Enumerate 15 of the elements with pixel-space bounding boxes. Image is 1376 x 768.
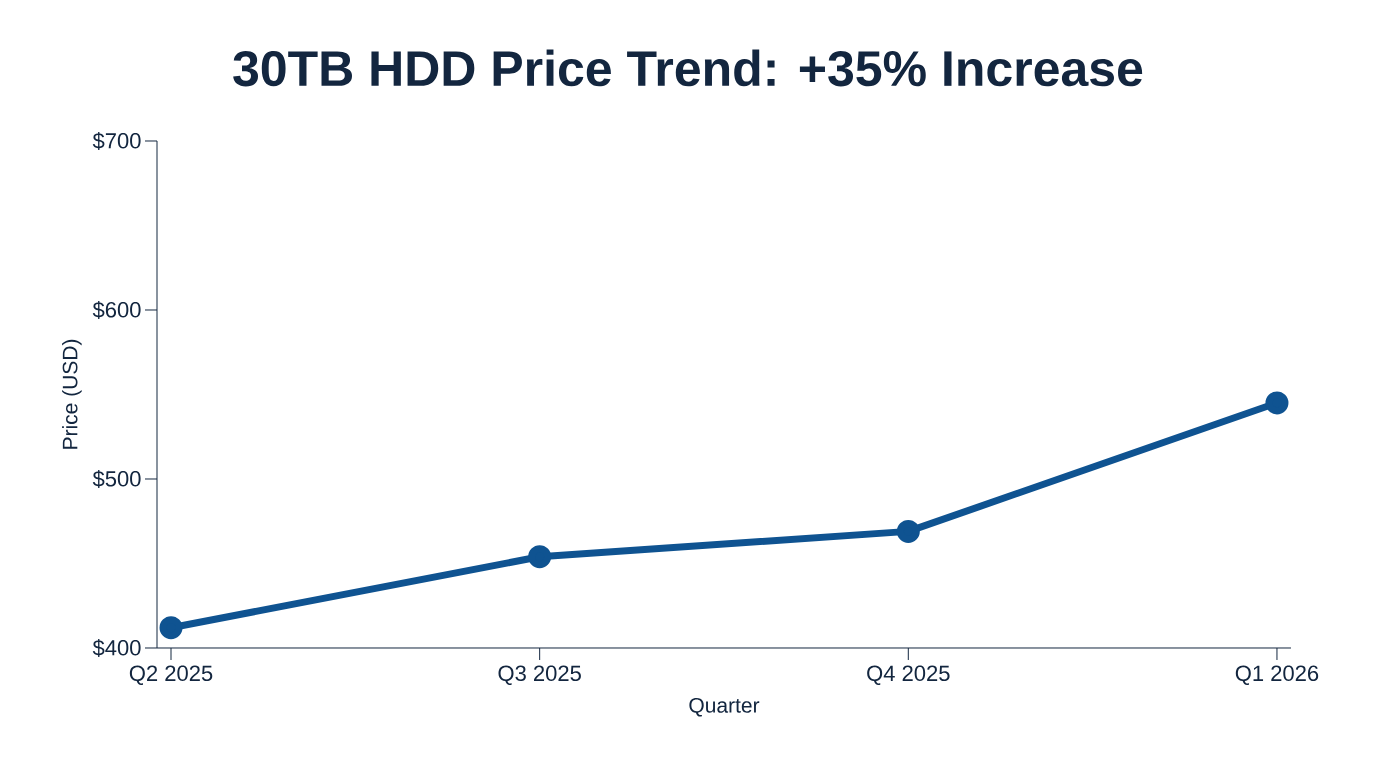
y-tick-label: $400: [92, 639, 141, 657]
x-tick-label: Q2 2025: [129, 665, 213, 686]
point: [896, 519, 920, 543]
point: [528, 545, 552, 569]
chart-title: 30TB HDD Price Trend: +35% Increase: [233, 49, 1143, 87]
point: [159, 616, 183, 640]
x-tick-label: Q1 2026: [1235, 665, 1319, 686]
x-axis-title: Quarter: [689, 697, 760, 717]
x-tick-label: Q3 2025: [498, 665, 581, 686]
y-tick-label: $700: [92, 132, 141, 150]
x-tick-label: Q4 2025: [867, 665, 950, 686]
y-tick-label: $500: [92, 470, 141, 488]
y-axis-title: Price (USD): [62, 339, 82, 449]
y-tick-label: $600: [92, 301, 141, 319]
point: [1265, 391, 1289, 415]
